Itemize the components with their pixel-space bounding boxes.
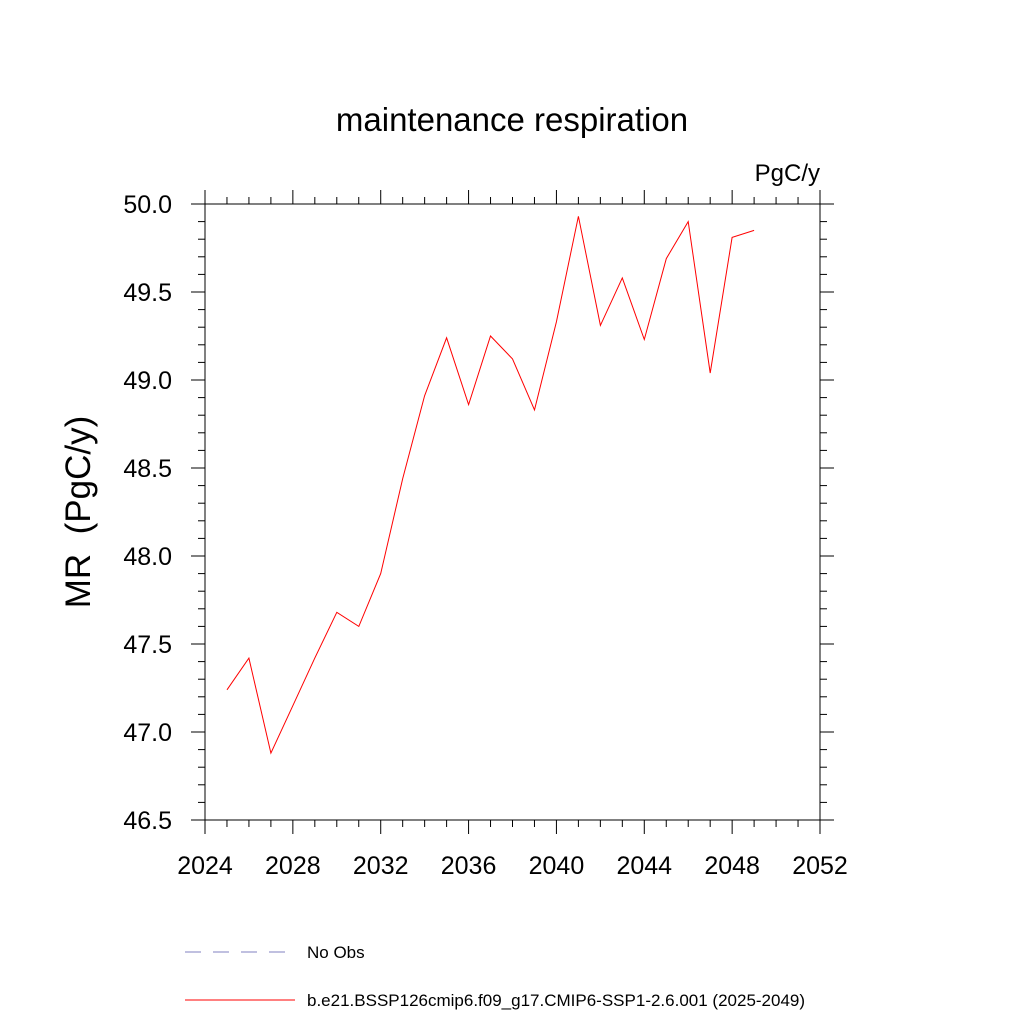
plot-area: 2024 2028 2032 2036 2040 2044 2048 2052 46.5 47.0… <box>123 190 847 880</box>
x-tick-label: 2044 <box>616 852 672 880</box>
x-tick-label: 2048 <box>704 852 760 880</box>
y-tick-label: 47.5 <box>123 631 172 659</box>
y-tick-label: 47.0 <box>123 719 172 747</box>
x-tick-label: 2036 <box>441 852 497 880</box>
y-tick-label: 50.0 <box>123 191 172 219</box>
y-tick-label: 49.0 <box>123 367 172 395</box>
legend-label: No Obs <box>307 943 365 962</box>
x-tick-label: 2024 <box>177 852 233 880</box>
units-label: PgC/y <box>755 160 820 187</box>
x-tick-label: 2052 <box>792 852 848 880</box>
y-tick-label: 48.5 <box>123 455 172 483</box>
y-axis-label: MR (PgC/y) <box>59 416 98 609</box>
chart-title: maintenance respiration <box>336 101 688 138</box>
y-tick-label: 49.5 <box>123 279 172 307</box>
x-tick-label: 2040 <box>529 852 585 880</box>
legend-label: b.e21.BSSP126cmip6.f09_g17.CMIP6-SSP1-2.… <box>307 991 805 1010</box>
plot-frame <box>205 204 820 820</box>
x-tick-label: 2028 <box>265 852 321 880</box>
legend: No Obs b.e21.BSSP126cmip6.f09_g17.CMIP6-S… <box>185 943 805 1010</box>
x-tick-label: 2032 <box>353 852 409 880</box>
y-tick-label: 46.5 <box>123 807 172 835</box>
series-line <box>227 216 754 753</box>
y-tick-label: 48.0 <box>123 543 172 571</box>
